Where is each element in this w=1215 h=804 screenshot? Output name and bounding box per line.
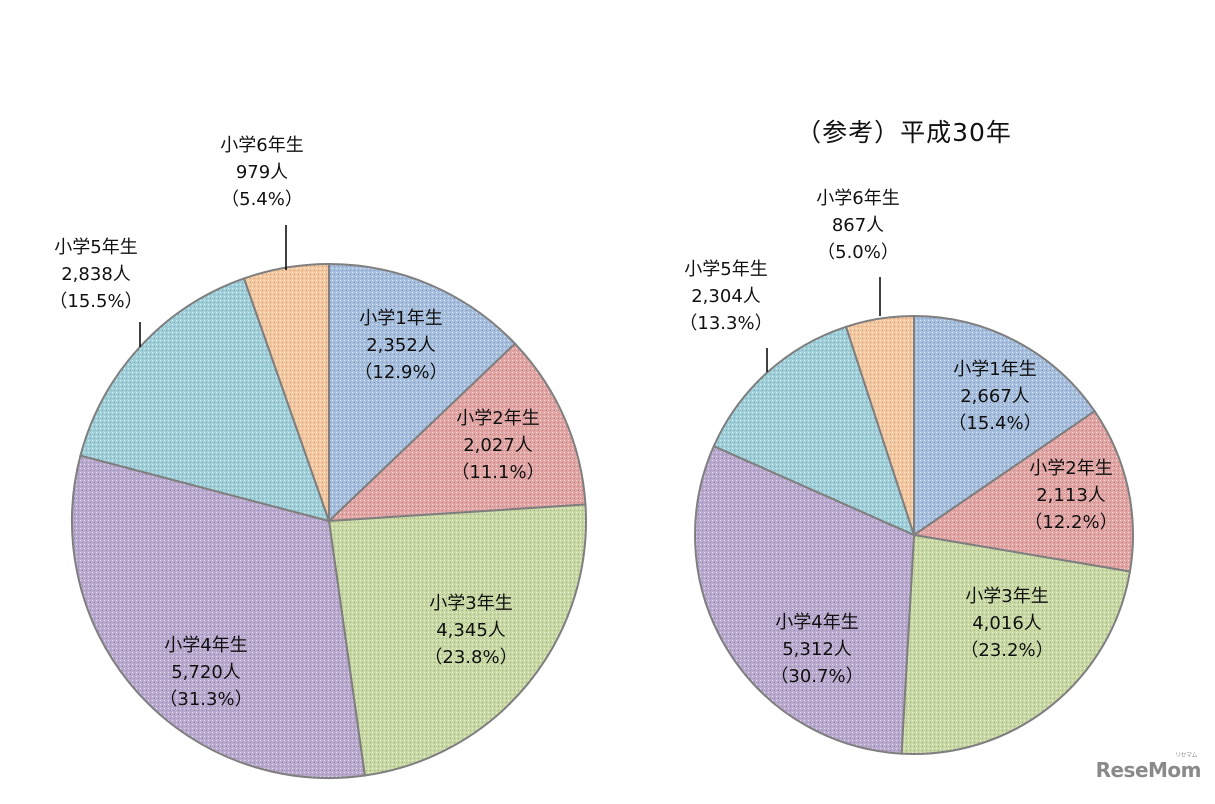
- resemom-logo-kana: リセマム: [1174, 752, 1198, 759]
- student-count: 2,352人: [366, 335, 436, 356]
- grade-name: 小学2年生: [456, 408, 540, 429]
- grade-name: 小学5年生: [54, 237, 138, 258]
- slice-label-grade1: 小学1年生 2,667人 （15.4%）: [948, 356, 1041, 437]
- slice-label-grade4: 小学4年生 5,720人 （31.3%）: [159, 632, 252, 713]
- slice-label-grade1: 小学1年生 2,352人 （12.9%）: [354, 305, 447, 386]
- pie-slice-grade6: [844, 314, 915, 536]
- student-count: 2,304人: [691, 286, 761, 307]
- percentage: （12.9%）: [354, 362, 448, 383]
- percentage: （15.4%）: [948, 413, 1042, 434]
- grade-name: 小学2年生: [1029, 458, 1113, 479]
- student-count: 2,113人: [1036, 485, 1106, 506]
- slice-label-grade6: 小学6年生 867人 （5.0%）: [816, 185, 899, 266]
- student-count: 4,016人: [972, 613, 1042, 634]
- percentage: （23.2%）: [960, 640, 1054, 661]
- pie-slice-grade5: [712, 325, 916, 537]
- student-count: 2,027人: [463, 435, 533, 456]
- pie-chart-heisei30: [694, 314, 1135, 756]
- grade-name: 小学6年生: [220, 135, 304, 156]
- pie-slice-grade2: [911, 409, 1135, 573]
- pie-slice-grade4: [70, 454, 366, 779]
- slice-label-grade3: 小学3年生 4,016人 （23.2%）: [960, 583, 1053, 664]
- pie-slice-grade3: [327, 503, 587, 777]
- slice-label-grade4: 小学4年生 5,312人 （30.7%）: [770, 609, 863, 690]
- percentage: （5.0%）: [817, 242, 899, 263]
- slice-label-grade5: 小学5年生 2,304人 （13.3%）: [679, 256, 772, 337]
- student-count: 867人: [831, 215, 885, 236]
- student-count: 5,720人: [171, 662, 241, 683]
- percentage: （23.8%）: [424, 647, 518, 668]
- slice-label-grade6: 小学6年生 979人 （5.4%）: [220, 132, 303, 213]
- percentage: （15.5%）: [49, 291, 143, 312]
- slice-label-grade2: 小学2年生 2,113人 （12.2%）: [1024, 455, 1117, 536]
- pie-slice-grade1: [328, 262, 517, 524]
- grade-name: 小学1年生: [359, 308, 443, 329]
- pie-slice-grade4: [694, 444, 916, 755]
- resemom-logo-text: ReseMom: [1095, 758, 1202, 782]
- percentage: （5.4%）: [221, 189, 303, 210]
- resemom-logo: リセマム ReseMom: [1095, 752, 1202, 782]
- student-count: 4,345人: [436, 620, 506, 641]
- grade-name: 小学3年生: [429, 593, 513, 614]
- grade-name: 小学4年生: [164, 635, 248, 656]
- grade-name: 小学5年生: [684, 259, 768, 280]
- grade-name: 小学1年生: [953, 359, 1037, 380]
- leader-lines: [139, 225, 881, 372]
- pie-slice-grade3: [900, 533, 1132, 756]
- student-count: 2,667人: [960, 386, 1030, 407]
- percentage: （12.2%）: [1024, 512, 1118, 533]
- percentage: （31.3%）: [159, 689, 253, 710]
- slice-label-grade3: 小学3年生 4,345人 （23.8%）: [424, 590, 517, 671]
- student-count: 5,312人: [782, 639, 852, 660]
- slice-label-grade2: 小学2年生 2,027人 （11.1%）: [451, 405, 544, 486]
- pie-slice-grade2: [326, 342, 587, 523]
- pie-slice-grade1: [913, 314, 1097, 537]
- student-count: 2,838人: [61, 264, 131, 285]
- chart-title-heisei30: （参考）平成30年: [796, 118, 1012, 147]
- percentage: （30.7%）: [770, 666, 864, 687]
- grade-name: 小学4年生: [775, 612, 859, 633]
- student-count: 979人: [235, 162, 289, 183]
- slice-label-grade5: 小学5年生 2,838人 （15.5%）: [49, 234, 142, 315]
- percentage: （13.3%）: [679, 313, 773, 334]
- grade-name: 小学3年生: [965, 586, 1049, 607]
- pie-chart-current-year: [70, 262, 587, 779]
- grade-name: 小学6年生: [816, 188, 900, 209]
- percentage: （11.1%）: [451, 462, 545, 483]
